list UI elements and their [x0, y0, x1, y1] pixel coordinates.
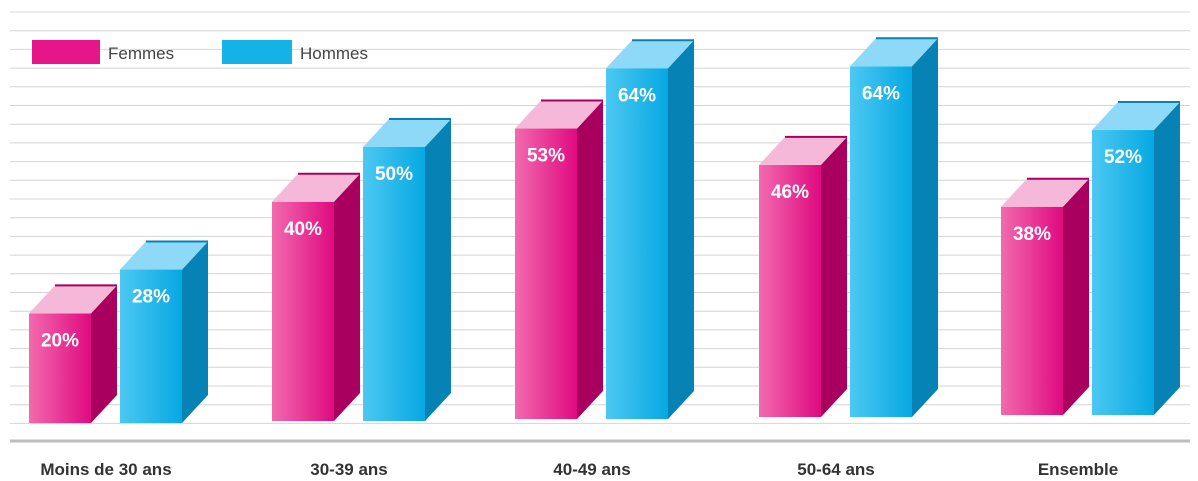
- data-label: 50%: [375, 164, 413, 185]
- legend-label-hommes: Hommes: [300, 44, 368, 63]
- x-tick-label: 30-39 ans: [310, 460, 388, 479]
- data-label: 64%: [618, 85, 656, 106]
- bar-hommes-0: 28%: [120, 240, 208, 423]
- legend-swatch-femmes: [32, 40, 100, 64]
- bar-femmes-4: 38%: [1001, 177, 1089, 415]
- legend-swatch-hommes: [222, 40, 292, 64]
- bar-top: [29, 285, 117, 314]
- data-label: 52%: [1104, 147, 1142, 168]
- bar-top: [120, 241, 208, 270]
- bar-face: [850, 66, 912, 417]
- bar-top: [850, 38, 938, 67]
- bar-femmes-1: 40%: [272, 172, 360, 421]
- bar-top: [759, 136, 847, 165]
- data-label: 38%: [1013, 224, 1051, 245]
- bar-top: [363, 119, 451, 147]
- bar-face: [120, 269, 182, 423]
- bar-femmes-0: 20%: [29, 284, 117, 423]
- data-label: 46%: [771, 182, 809, 203]
- x-tick-label: Ensemble: [1038, 460, 1118, 479]
- bar-hommes-2: 64%: [606, 39, 694, 419]
- bar-top: [1092, 102, 1180, 131]
- legend-label-femmes: Femmes: [108, 44, 174, 63]
- bar-top: [1001, 178, 1089, 207]
- bar-face: [515, 128, 577, 419]
- bar-hommes-4: 52%: [1092, 101, 1180, 416]
- bar-side: [912, 38, 938, 417]
- bar-top: [606, 40, 694, 69]
- bar-top: [515, 100, 603, 129]
- bars: 20% 28% 40% 50% 53% 64% 46% 64% 38% 52%: [29, 37, 1180, 423]
- bar-side: [821, 136, 847, 418]
- bar-side: [1063, 178, 1089, 415]
- bar-face: [363, 147, 425, 421]
- bar-face: [29, 313, 91, 423]
- bar-side: [1154, 102, 1180, 415]
- bar-face: [1092, 130, 1154, 416]
- data-label: 53%: [527, 146, 565, 167]
- bar-top: [272, 173, 360, 202]
- bar-femmes-2: 53%: [515, 99, 603, 419]
- bar-side: [182, 241, 208, 423]
- bar-side: [334, 173, 360, 421]
- data-label: 40%: [284, 219, 322, 240]
- bar-side: [577, 100, 603, 419]
- data-label: 20%: [41, 330, 79, 351]
- bar-side: [425, 119, 451, 421]
- bar-face: [759, 164, 821, 417]
- bar-hommes-3: 64%: [850, 37, 938, 417]
- bar-face: [606, 68, 668, 419]
- x-axis-labels: Moins de 30 ans 30-39 ans 40-49 ans 50-64 a…: [40, 460, 1118, 479]
- data-label: 64%: [862, 83, 900, 104]
- bar-side: [668, 40, 694, 419]
- bar-face: [272, 201, 334, 421]
- x-tick-label: 50-64 ans: [797, 460, 875, 479]
- data-label: 28%: [132, 287, 170, 308]
- x-tick-label: Moins de 30 ans: [40, 460, 171, 479]
- bar-femmes-3: 46%: [759, 135, 847, 418]
- bar-face: [1001, 206, 1063, 415]
- x-tick-label: 40-49 ans: [553, 460, 631, 479]
- bar-hommes-1: 50%: [363, 118, 451, 421]
- bar-side: [91, 285, 117, 423]
- legend: Femmes Hommes: [32, 40, 368, 64]
